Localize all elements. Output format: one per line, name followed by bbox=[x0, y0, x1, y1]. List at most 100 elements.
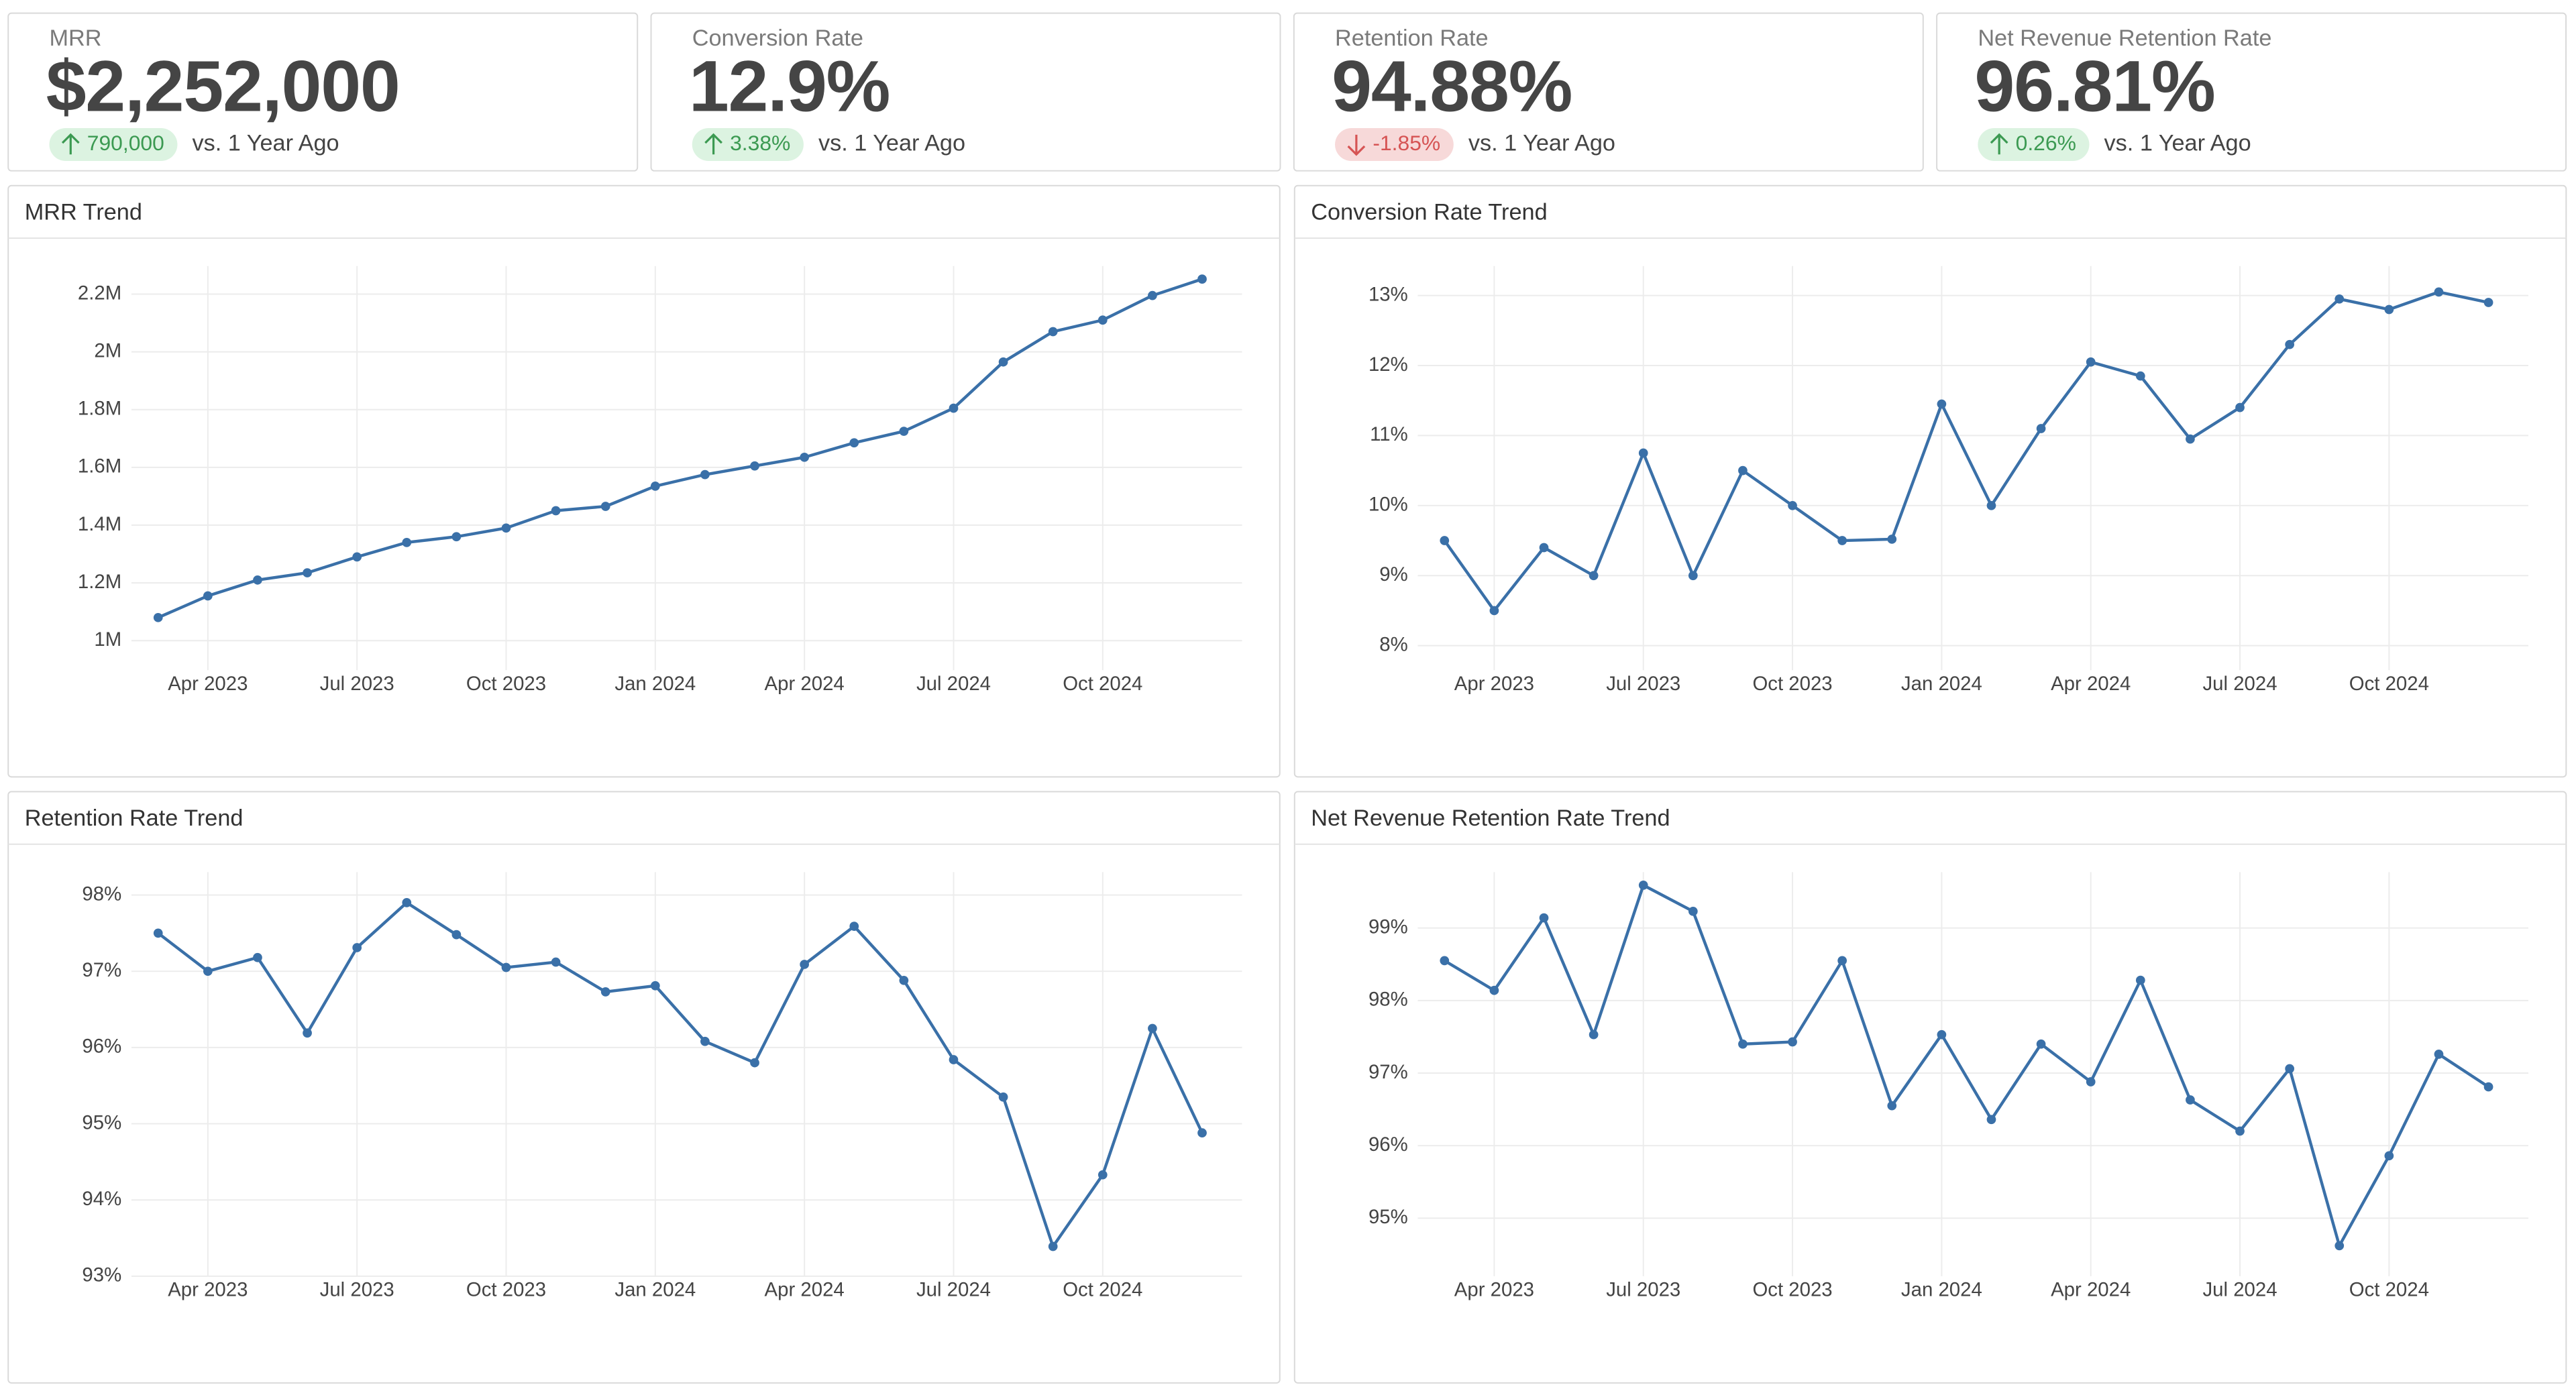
y-tick-label: 2.2M bbox=[78, 282, 121, 304]
y-tick-label: 95% bbox=[82, 1111, 121, 1133]
kpi-comparison: vs. 1 Year Ago bbox=[818, 131, 965, 156]
kpi-value: $2,252,000 bbox=[46, 46, 400, 127]
point bbox=[1937, 1029, 1947, 1040]
point bbox=[2384, 304, 2394, 315]
y-tick-label: 13% bbox=[1368, 283, 1408, 305]
point bbox=[1539, 543, 1549, 553]
point bbox=[2285, 339, 2294, 349]
y-tick-label: 2M bbox=[94, 339, 121, 361]
line bbox=[157, 901, 1204, 1248]
x-tick-label: Apr 2023 bbox=[1454, 673, 1534, 695]
kpi-value: 96.81% bbox=[1974, 46, 2214, 127]
point bbox=[2186, 434, 2195, 444]
x-tick-label: Oct 2023 bbox=[1752, 1279, 1832, 1301]
chart-panel: MRR Trend 1M 1.2M 1.4M 1.6M 1.8M 2M 2.2M Apr 202… bbox=[7, 184, 1281, 778]
x-tick-label: Jul 2023 bbox=[320, 673, 394, 695]
point bbox=[899, 975, 909, 985]
arrow-up-icon bbox=[1990, 133, 2008, 155]
point bbox=[600, 987, 610, 997]
panel-box bbox=[1293, 184, 2567, 778]
point bbox=[1489, 606, 1499, 616]
point bbox=[849, 922, 859, 931]
point bbox=[1148, 290, 1157, 300]
change-badge bbox=[1978, 128, 2090, 162]
y-tick-label: 8% bbox=[1379, 633, 1407, 655]
change-value: 3.38% bbox=[730, 131, 790, 155]
kpi-card: MRR$2,252,000 790,000 vs. 1 Year Ago bbox=[7, 12, 639, 172]
x-tick-label: Jul 2024 bbox=[2202, 1279, 2277, 1301]
x-tick-label: Oct 2023 bbox=[1752, 673, 1832, 695]
point bbox=[1197, 1128, 1207, 1138]
point bbox=[1738, 465, 1748, 476]
point bbox=[2135, 975, 2145, 985]
point bbox=[600, 502, 610, 511]
kpi-label: Conversion Rate bbox=[692, 25, 863, 51]
chart-panel: Retention Rate Trend 93% 94% 95% 96% 97% 98% Ap… bbox=[7, 791, 1281, 1384]
point bbox=[1638, 448, 1648, 458]
point bbox=[2434, 1050, 2444, 1059]
point bbox=[1688, 906, 1698, 916]
y-tick-label: 97% bbox=[1368, 1061, 1408, 1083]
point bbox=[1489, 985, 1499, 995]
point bbox=[700, 469, 710, 480]
kpi-card-box bbox=[650, 12, 1281, 172]
x-tick-label: Jul 2023 bbox=[1606, 1279, 1680, 1301]
point bbox=[2434, 287, 2444, 297]
y-tick-label: 1.2M bbox=[78, 571, 121, 593]
point bbox=[2483, 1082, 2493, 1092]
point bbox=[650, 482, 660, 491]
point bbox=[1440, 956, 1450, 966]
change-badge bbox=[49, 128, 178, 162]
point bbox=[501, 523, 511, 533]
point bbox=[949, 403, 959, 413]
point bbox=[849, 438, 859, 448]
point bbox=[1986, 500, 1996, 510]
point bbox=[998, 357, 1008, 367]
x-tick-label: Jul 2024 bbox=[916, 1279, 991, 1301]
point bbox=[501, 962, 511, 972]
y-tick-label: 98% bbox=[82, 883, 121, 905]
x-tick-label: Jul 2024 bbox=[2202, 673, 2277, 695]
line bbox=[1444, 883, 2489, 1247]
point bbox=[402, 898, 412, 907]
point bbox=[1788, 500, 1797, 510]
y-tick-label: 98% bbox=[1368, 989, 1408, 1011]
chart-title: Conversion Rate Trend bbox=[1311, 199, 1547, 225]
point bbox=[750, 461, 759, 471]
kpi-value: 12.9% bbox=[689, 46, 890, 127]
y-tick-label: 96% bbox=[82, 1036, 121, 1058]
point bbox=[2235, 402, 2245, 412]
point bbox=[2483, 298, 2493, 307]
point bbox=[1638, 881, 1648, 890]
point bbox=[2285, 1064, 2294, 1074]
point bbox=[2036, 1039, 2046, 1049]
point bbox=[1539, 913, 1549, 923]
point bbox=[2235, 1126, 2245, 1136]
point bbox=[1738, 1039, 1748, 1049]
x-tick-label: Jul 2023 bbox=[320, 1279, 394, 1301]
point bbox=[2334, 1241, 2345, 1251]
y-tick-label: 96% bbox=[1368, 1133, 1408, 1156]
point bbox=[1937, 399, 1947, 409]
point bbox=[451, 532, 462, 542]
point bbox=[1688, 571, 1698, 581]
x-tick-label: Apr 2023 bbox=[168, 673, 248, 695]
point bbox=[402, 537, 412, 547]
kpi-card-box bbox=[1936, 12, 2567, 172]
x-tick-label: Jan 2024 bbox=[1901, 1279, 1982, 1301]
change-value: 790,000 bbox=[87, 131, 164, 155]
change-value: -1.85% bbox=[1373, 131, 1440, 155]
point bbox=[800, 960, 810, 969]
point bbox=[203, 591, 213, 601]
point bbox=[899, 427, 909, 436]
y-tick-label: 11% bbox=[1370, 423, 1408, 445]
point bbox=[800, 452, 810, 462]
y-tick-label: 9% bbox=[1379, 563, 1407, 585]
x-tick-label: Oct 2024 bbox=[2349, 673, 2429, 695]
kpi-comparison: vs. 1 Year Ago bbox=[2104, 131, 2251, 156]
point bbox=[1887, 1101, 1897, 1111]
